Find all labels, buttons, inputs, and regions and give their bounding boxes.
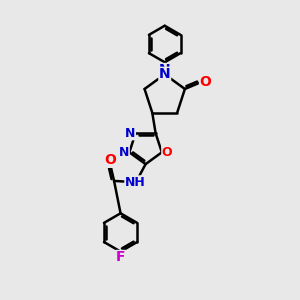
Text: F: F bbox=[116, 250, 125, 265]
Text: N: N bbox=[159, 67, 170, 81]
Text: N: N bbox=[159, 64, 170, 77]
Text: N: N bbox=[119, 146, 129, 159]
Text: O: O bbox=[162, 146, 172, 159]
Text: NH: NH bbox=[125, 176, 146, 189]
Text: O: O bbox=[105, 153, 116, 167]
Text: O: O bbox=[200, 76, 211, 89]
Text: N: N bbox=[125, 127, 135, 140]
